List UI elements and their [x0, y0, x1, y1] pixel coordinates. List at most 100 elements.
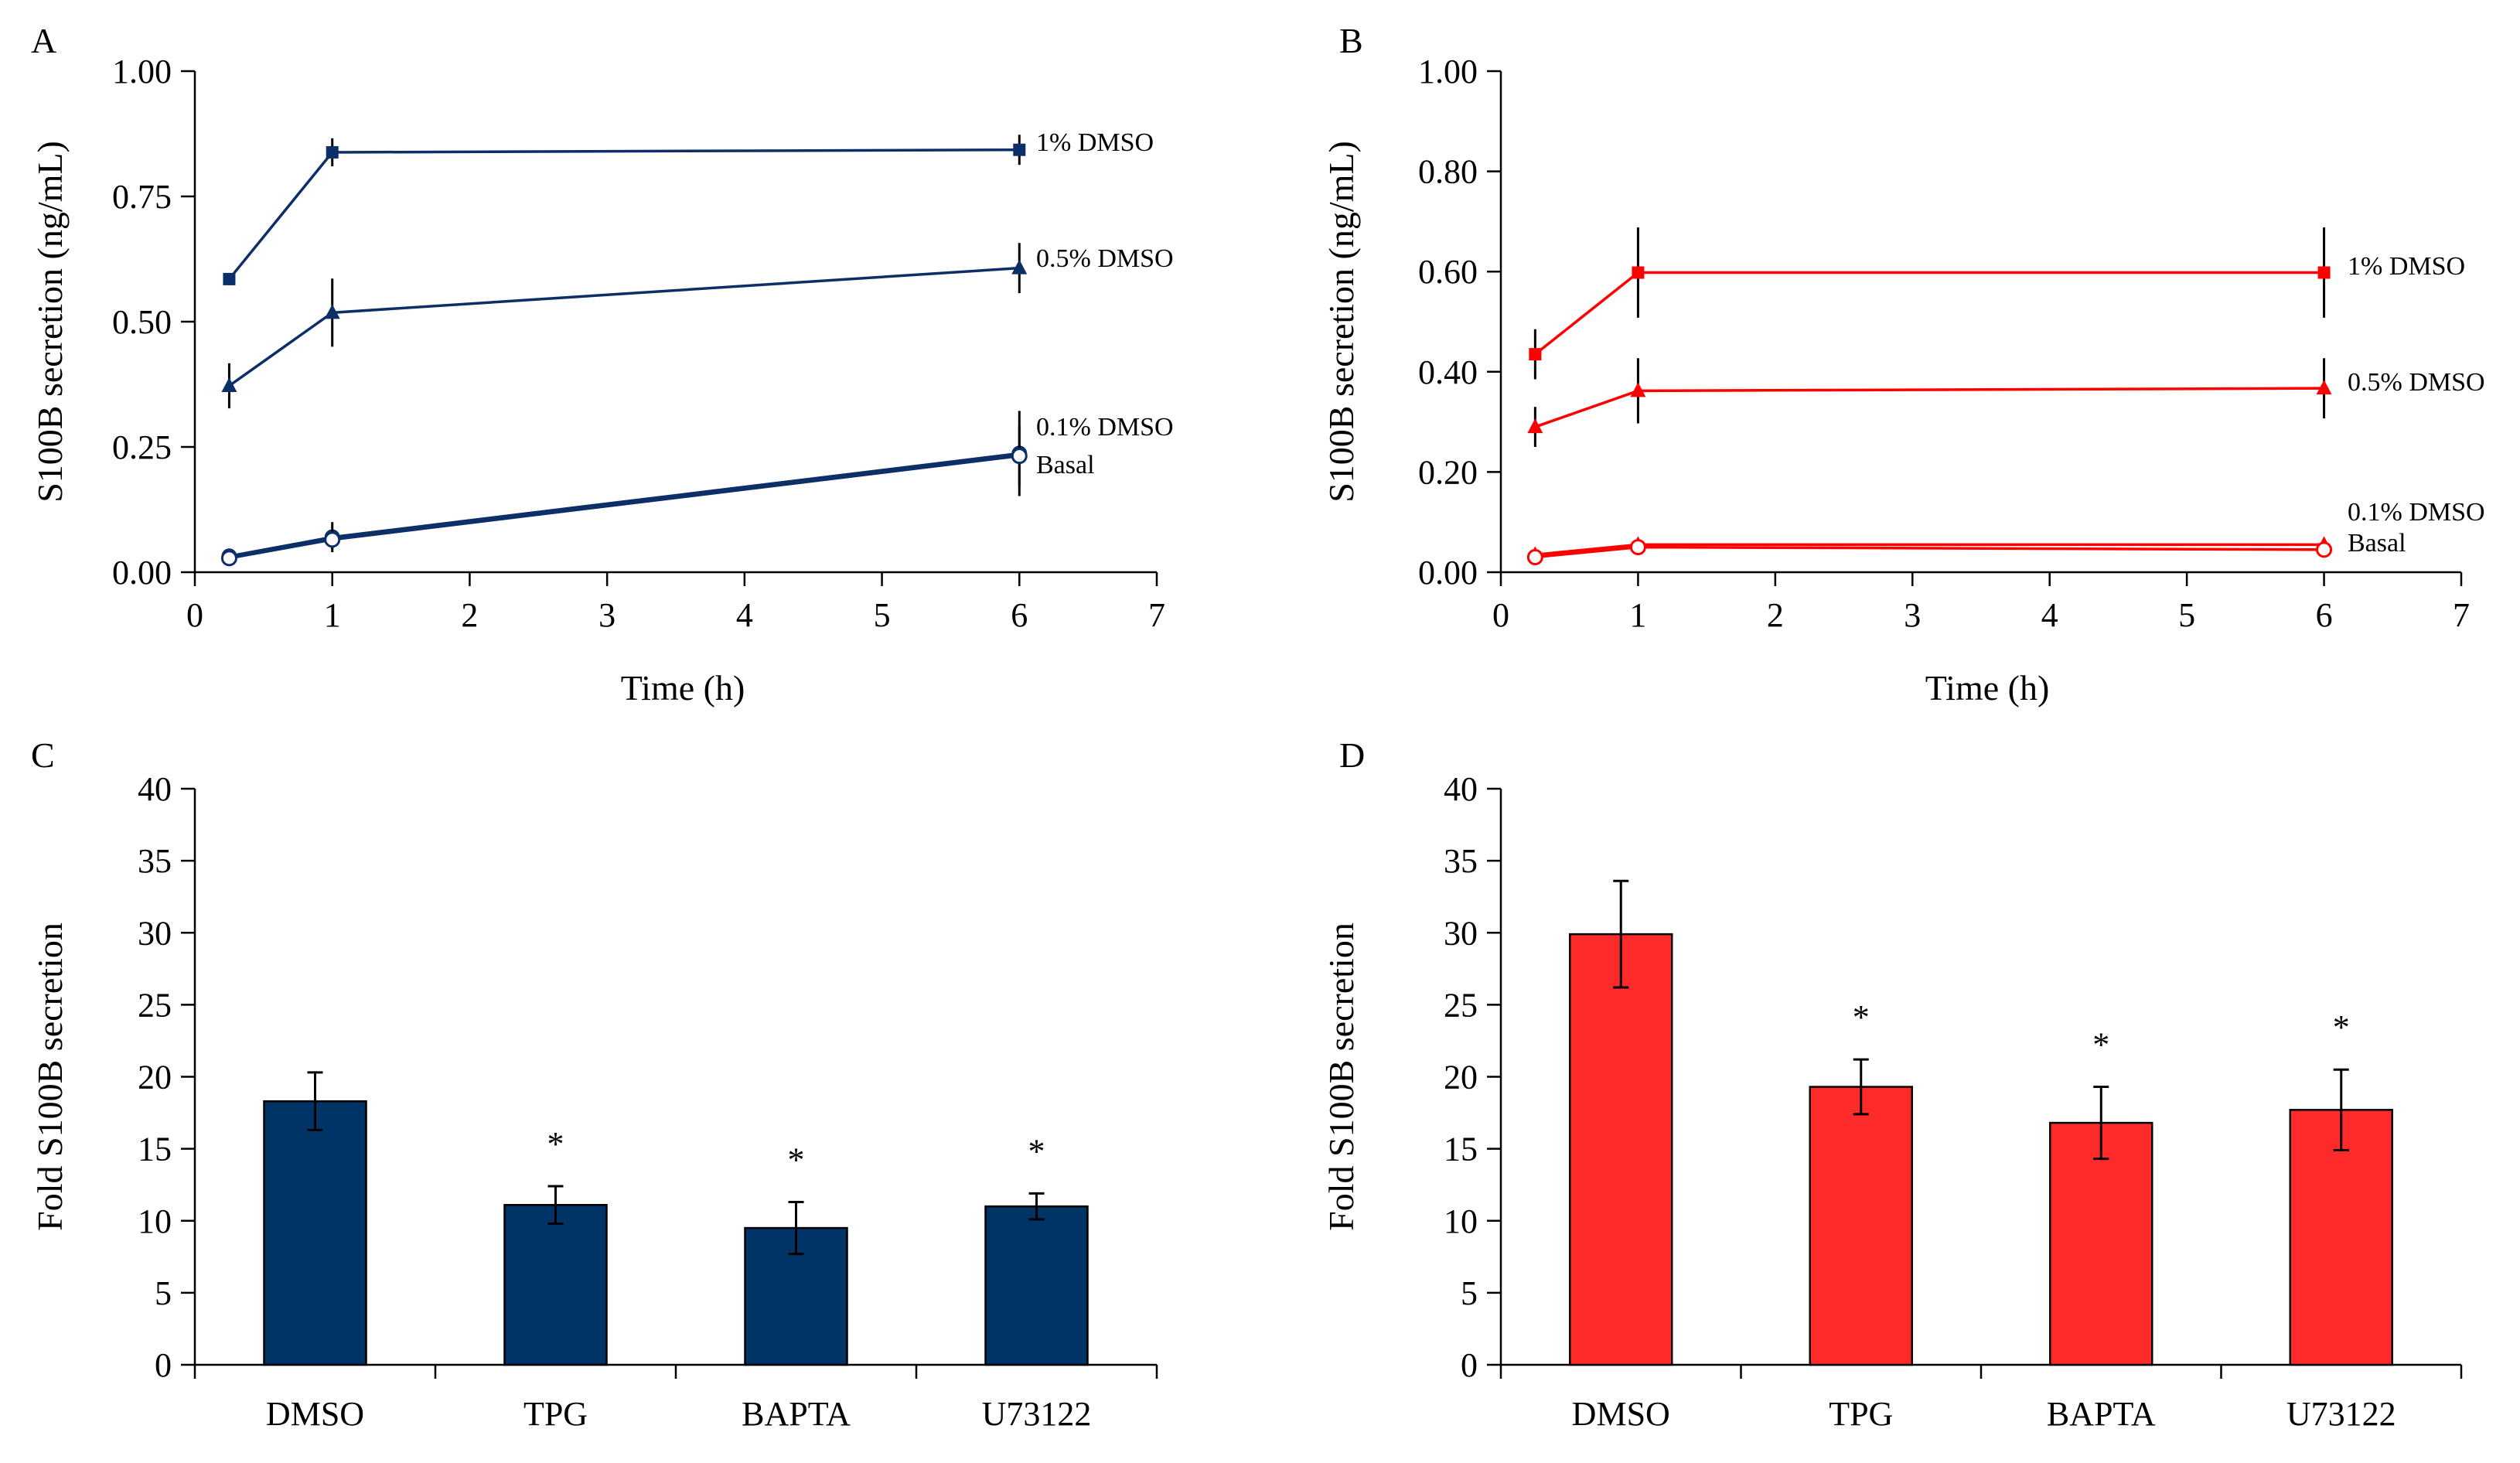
A-marker-square [326, 145, 339, 159]
C-category-label: TPG [523, 1395, 588, 1433]
D-bar-tpg [1809, 1086, 1913, 1366]
panel-d: D 0 5 10 15 20 25 30 35 40 Fold S100B secretion DMS… [1321, 735, 2463, 1433]
D-ytick-label: 20 [1444, 1059, 1478, 1096]
B-marker-triangle [2316, 380, 2332, 395]
B-series-line [1534, 387, 2324, 428]
B-series-0-1-dmso: 0.1% DMSO [1527, 498, 2485, 561]
A-series-label: 1% DMSO [1036, 128, 1154, 157]
B-xtick-label: 3 [1904, 596, 1921, 634]
A-series-label: Basal [1036, 451, 1095, 479]
C-ytick-label: 40 [138, 770, 172, 808]
B-marker-open-circle [1526, 549, 1543, 566]
A-ytick-label: 0.50 [112, 303, 172, 341]
A-series-line [228, 148, 1020, 281]
A-y-axis-title: S100B secretion (ng/mL) [30, 141, 70, 503]
panel-letter-c: C [31, 735, 55, 775]
D-significance-star: * [1853, 998, 1870, 1036]
B-ytick-label: 0.60 [1418, 253, 1478, 291]
C-ytick-label: 35 [138, 842, 172, 880]
A-marker-square [223, 272, 236, 285]
C-ytick-label: 5 [155, 1274, 172, 1312]
B-series-basal: Basal [1526, 529, 2406, 566]
A-ytick-label: 1.00 [112, 53, 172, 90]
A-xtick-label: 0 [186, 596, 203, 634]
D-ytick-label: 10 [1444, 1202, 1478, 1240]
D-ytick-label: 15 [1444, 1130, 1478, 1168]
A-xtick-label: 1 [324, 596, 341, 634]
B-marker-triangle [1630, 382, 1646, 397]
C-category-label: DMSO [266, 1395, 364, 1433]
A-series-0-1-dmso: 0.1% DMSO [221, 411, 1174, 564]
panel-letter-a: A [31, 21, 56, 60]
A-xtick-label: 2 [461, 596, 478, 634]
A-ytick-label: 0.75 [112, 178, 172, 216]
D-bar-bapta [2049, 1121, 2153, 1366]
A-series-0-5-dmso: 0.5% DMSO [221, 243, 1174, 409]
A-marker-open-circle [1011, 448, 1028, 465]
B-series-label: 0.5% DMSO [2348, 368, 2485, 397]
A-ytick-label: 0.25 [112, 428, 172, 466]
B-ytick-label: 0.00 [1418, 554, 1478, 592]
C-category-label: BAPTA [742, 1395, 851, 1433]
B-marker-open-circle [1629, 539, 1646, 556]
C-category-label: U73122 [982, 1395, 1092, 1433]
D-ytick-label: 5 [1461, 1274, 1478, 1312]
D-category-label: DMSO [1572, 1395, 1670, 1433]
panel-letter-d: D [1339, 735, 1365, 775]
A-xtick-label: 6 [1011, 596, 1028, 634]
A-series-label: 0.5% DMSO [1036, 244, 1174, 273]
D-category-label: TPG [1829, 1395, 1893, 1433]
A-marker-square [1013, 143, 1026, 156]
A-series-basal: Basal [220, 425, 1095, 567]
panel-c: C 0 5 10 15 20 25 30 35 40 Fold S100B secretion DMS… [30, 735, 1158, 1433]
B-series-label: 1% DMSO [2348, 252, 2465, 281]
C-ytick-label: 15 [138, 1130, 172, 1168]
A-marker-open-circle [220, 550, 237, 567]
B-xtick-label: 1 [1629, 596, 1646, 634]
A-xtick-label: 5 [874, 596, 891, 634]
B-xtick-label: 7 [2453, 596, 2470, 634]
B-marker-triangle [1527, 418, 1543, 434]
B-marker-square [1529, 348, 1542, 361]
D-ytick-label: 40 [1444, 770, 1478, 808]
C-y-axis-title: Fold S100B secretion [30, 922, 70, 1231]
D-ytick-label: 30 [1444, 914, 1478, 952]
C-bar-tpg [503, 1204, 608, 1366]
B-xtick-label: 4 [2041, 596, 2058, 634]
C-significance-star: * [547, 1125, 564, 1163]
D-category-label: U73122 [2286, 1395, 2396, 1433]
D-significance-star: * [2333, 1008, 2350, 1046]
A-series-line [229, 454, 1020, 560]
A-marker-triangle [324, 304, 340, 319]
D-y-axis-title: Fold S100B secretion [1321, 922, 1361, 1231]
C-ytick-label: 20 [138, 1059, 172, 1096]
B-xtick-label: 5 [2178, 596, 2195, 634]
B-xtick-label: 2 [1767, 596, 1784, 634]
C-ytick-label: 30 [138, 914, 172, 952]
A-series-line [228, 266, 1020, 387]
D-significance-star: * [2092, 1026, 2109, 1064]
B-marker-square [2317, 266, 2331, 279]
A-xtick-label: 4 [736, 596, 753, 634]
B-series-1-dmso: 1% DMSO [1529, 227, 2465, 380]
B-y-axis-title: S100B secretion (ng/mL) [1321, 141, 1361, 503]
A-xtick-label: 7 [1148, 596, 1165, 634]
B-ytick-label: 0.80 [1418, 153, 1478, 191]
B-ytick-label: 0.40 [1418, 353, 1478, 391]
B-x-axis-title: Time (h) [1925, 668, 2050, 708]
C-ytick-label: 0 [155, 1346, 172, 1384]
B-series-line [1535, 545, 2324, 559]
A-marker-triangle [1011, 259, 1028, 275]
B-series-label: 0.1% DMSO [2348, 498, 2485, 527]
A-xtick-label: 3 [598, 596, 616, 634]
B-ytick-label: 0.20 [1418, 453, 1478, 491]
panel-a: A 0.00 0.25 0.50 0.75 1.00 0 1 2 3 4 5 6 7 Time (h) S10… [30, 21, 1174, 708]
B-series-line [1534, 271, 2324, 356]
A-series-label: 0.1% DMSO [1036, 413, 1174, 442]
A-marker-triangle [221, 377, 237, 392]
A-series-1-dmso: 1% DMSO [223, 128, 1154, 285]
C-bar-u73122 [984, 1205, 1089, 1366]
panel-b: B 0.00 0.20 0.40 0.60 0.80 1.00 0 1 2 3 4 5 6 7 Time (h… [1321, 21, 2485, 708]
B-xtick-label: 0 [1492, 596, 1509, 634]
